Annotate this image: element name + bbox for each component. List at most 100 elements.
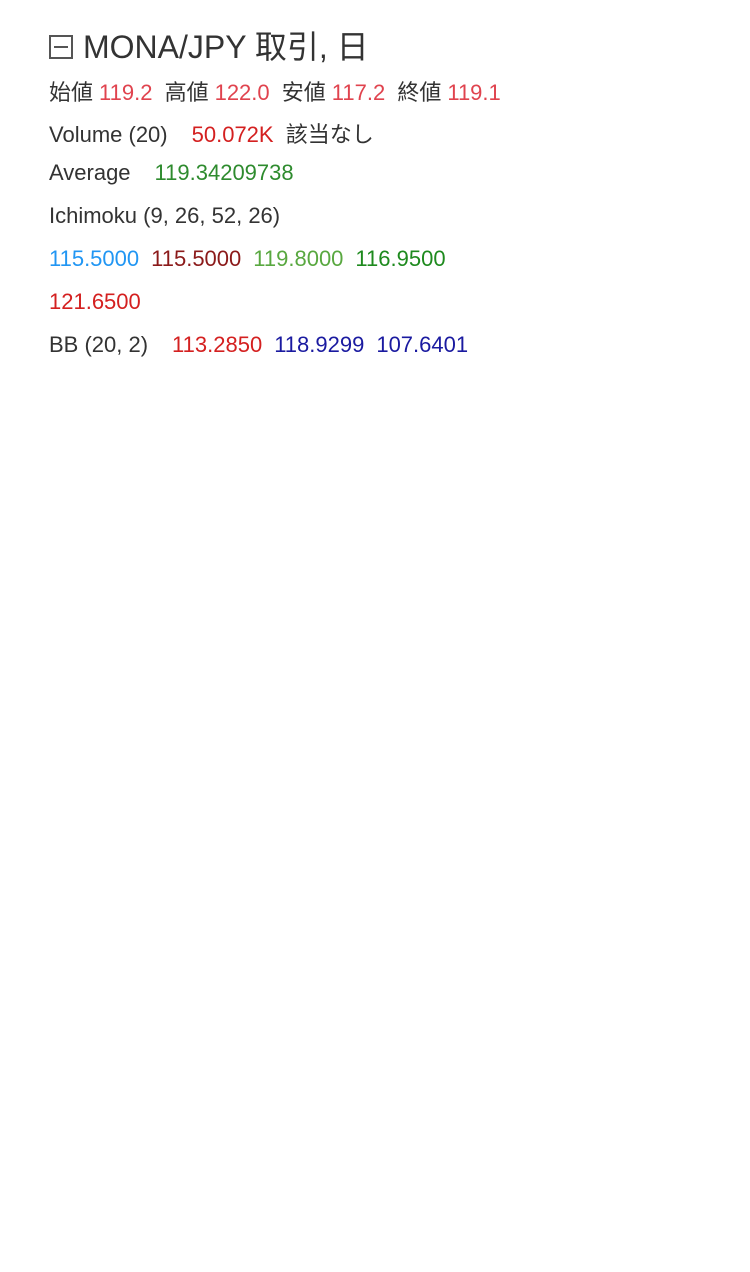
candle-body bbox=[476, 648, 482, 675]
bb-upper-line bbox=[39, 575, 499, 762]
high-value: 122.0 bbox=[214, 80, 270, 105]
volume-bar bbox=[302, 1215, 312, 1226]
volume-label: Volume (20) bbox=[49, 122, 168, 147]
ohlc-legend: 始値 119.2 高値 122.0 安値 117.2 終値 119.1 bbox=[49, 75, 507, 107]
bb-fill bbox=[40, 575, 498, 899]
candle-body bbox=[184, 793, 189, 860]
y-tick-label: 85.0 bbox=[658, 1164, 701, 1189]
bb-legend[interactable]: BB (20, 2) 113.2850 118.9299 107.6401 bbox=[49, 332, 474, 358]
average-legend[interactable]: Average 119.34209738 bbox=[49, 160, 300, 186]
bb-lower-value: 107.6401 bbox=[376, 332, 469, 357]
bb-label: BB (20, 2) bbox=[49, 332, 149, 357]
volume-bar bbox=[64, 1136, 74, 1226]
candle-body bbox=[268, 786, 274, 814]
volume-bar bbox=[174, 1096, 184, 1226]
volume-bar bbox=[101, 1142, 111, 1226]
ichimoku-tenkan-value: 115.5000 bbox=[49, 246, 140, 271]
last-price-label: 119.8 bbox=[658, 705, 711, 730]
candle-body bbox=[445, 721, 451, 728]
volume-bar bbox=[321, 1215, 331, 1226]
ichimoku-span-a-line bbox=[39, 536, 640, 814]
open-value: 119.2 bbox=[99, 80, 153, 105]
volume-bar bbox=[202, 1103, 212, 1226]
ichimoku-chikou-value: 119.8000 bbox=[253, 246, 344, 271]
y-tick-label: 140.0 bbox=[658, 439, 713, 464]
volume-bar bbox=[476, 1109, 486, 1226]
candle-body bbox=[99, 681, 104, 702]
candle-body bbox=[130, 740, 135, 768]
candle-body bbox=[207, 773, 212, 814]
volume-bar bbox=[504, 1221, 514, 1226]
volume-bar bbox=[339, 1215, 349, 1226]
volume-legend[interactable]: Volume (20) 50.072K 該当なし bbox=[49, 117, 380, 149]
volume-bar bbox=[403, 1136, 413, 1226]
collapse-legend-icon[interactable] bbox=[49, 34, 73, 59]
candle-body bbox=[145, 773, 151, 807]
ichimoku-legend[interactable]: Ichimoku (9, 26, 52, 26) bbox=[49, 203, 286, 229]
candle-body bbox=[137, 760, 143, 794]
volume-bar bbox=[449, 1050, 459, 1226]
candle-body bbox=[438, 714, 443, 741]
volume-bar bbox=[385, 1182, 395, 1226]
volume-bar bbox=[430, 1175, 441, 1226]
candle-body bbox=[214, 780, 220, 801]
candle-body bbox=[122, 674, 127, 748]
low-value: 117.2 bbox=[331, 80, 386, 105]
volume-bar bbox=[147, 1136, 157, 1226]
bb-mid-value: 113.2850 bbox=[172, 332, 263, 357]
y-tick-label: 155.0 bbox=[658, 241, 713, 266]
average-value: 119.34209738 bbox=[154, 160, 294, 185]
candle-body bbox=[384, 813, 389, 827]
candle-body bbox=[168, 800, 174, 814]
candle-body bbox=[361, 813, 366, 820]
candle-body bbox=[338, 833, 343, 847]
x-tick-label-march: 3月 bbox=[218, 1241, 249, 1263]
volume-bar bbox=[394, 1155, 404, 1226]
candle-body bbox=[407, 760, 412, 801]
volume-bar bbox=[485, 1136, 495, 1226]
candle-body bbox=[399, 793, 405, 827]
volume-bar bbox=[119, 991, 129, 1226]
volume-bar bbox=[128, 1037, 139, 1226]
volume-bar bbox=[165, 898, 175, 1226]
close-value: 119.1 bbox=[447, 80, 501, 105]
candle-body bbox=[160, 780, 166, 794]
candle-body bbox=[107, 681, 112, 695]
volume-bar bbox=[348, 1208, 358, 1226]
candle-body bbox=[91, 707, 97, 722]
candle-body bbox=[83, 701, 89, 715]
candle-body bbox=[307, 813, 312, 840]
volume-bar bbox=[284, 1083, 294, 1226]
y-tick-label: 170.0 bbox=[658, 43, 713, 68]
volume-bar bbox=[183, 1202, 193, 1226]
crosshair-date-badge bbox=[389, 1231, 521, 1269]
average-label: Average bbox=[49, 160, 131, 185]
volume-bar bbox=[193, 1122, 203, 1226]
candle-body bbox=[468, 661, 474, 702]
candle-body bbox=[322, 833, 328, 847]
crosshair-price-label: 97.3 bbox=[658, 1002, 701, 1027]
candle-body bbox=[76, 714, 81, 728]
volume-bar bbox=[440, 1109, 450, 1226]
volume-bar bbox=[238, 1089, 248, 1226]
y-tick-label: 120.0 bbox=[658, 702, 713, 727]
candle-body bbox=[345, 826, 351, 840]
candle-body bbox=[299, 800, 305, 827]
low-label: 安値 bbox=[281, 80, 326, 105]
volume-bar bbox=[275, 1202, 285, 1226]
volume-bar bbox=[37, 1076, 47, 1226]
high-label: 高値 bbox=[164, 80, 209, 105]
ichimoku-span-b-value: 121.6500 bbox=[49, 289, 141, 314]
candle-body bbox=[222, 767, 228, 794]
volume-bar bbox=[266, 1188, 276, 1226]
candle-body bbox=[53, 608, 58, 675]
volume-bar bbox=[311, 1089, 322, 1226]
volume-bar bbox=[467, 1024, 477, 1226]
candle-body bbox=[453, 714, 459, 728]
volume-bar bbox=[366, 1188, 376, 1226]
open-label: 始値 bbox=[49, 80, 94, 105]
candle-body bbox=[368, 819, 374, 822]
chart-title-text: MONA/JPY 取引, 日 bbox=[83, 29, 369, 65]
ichimoku-tenkan-line bbox=[40, 627, 498, 834]
